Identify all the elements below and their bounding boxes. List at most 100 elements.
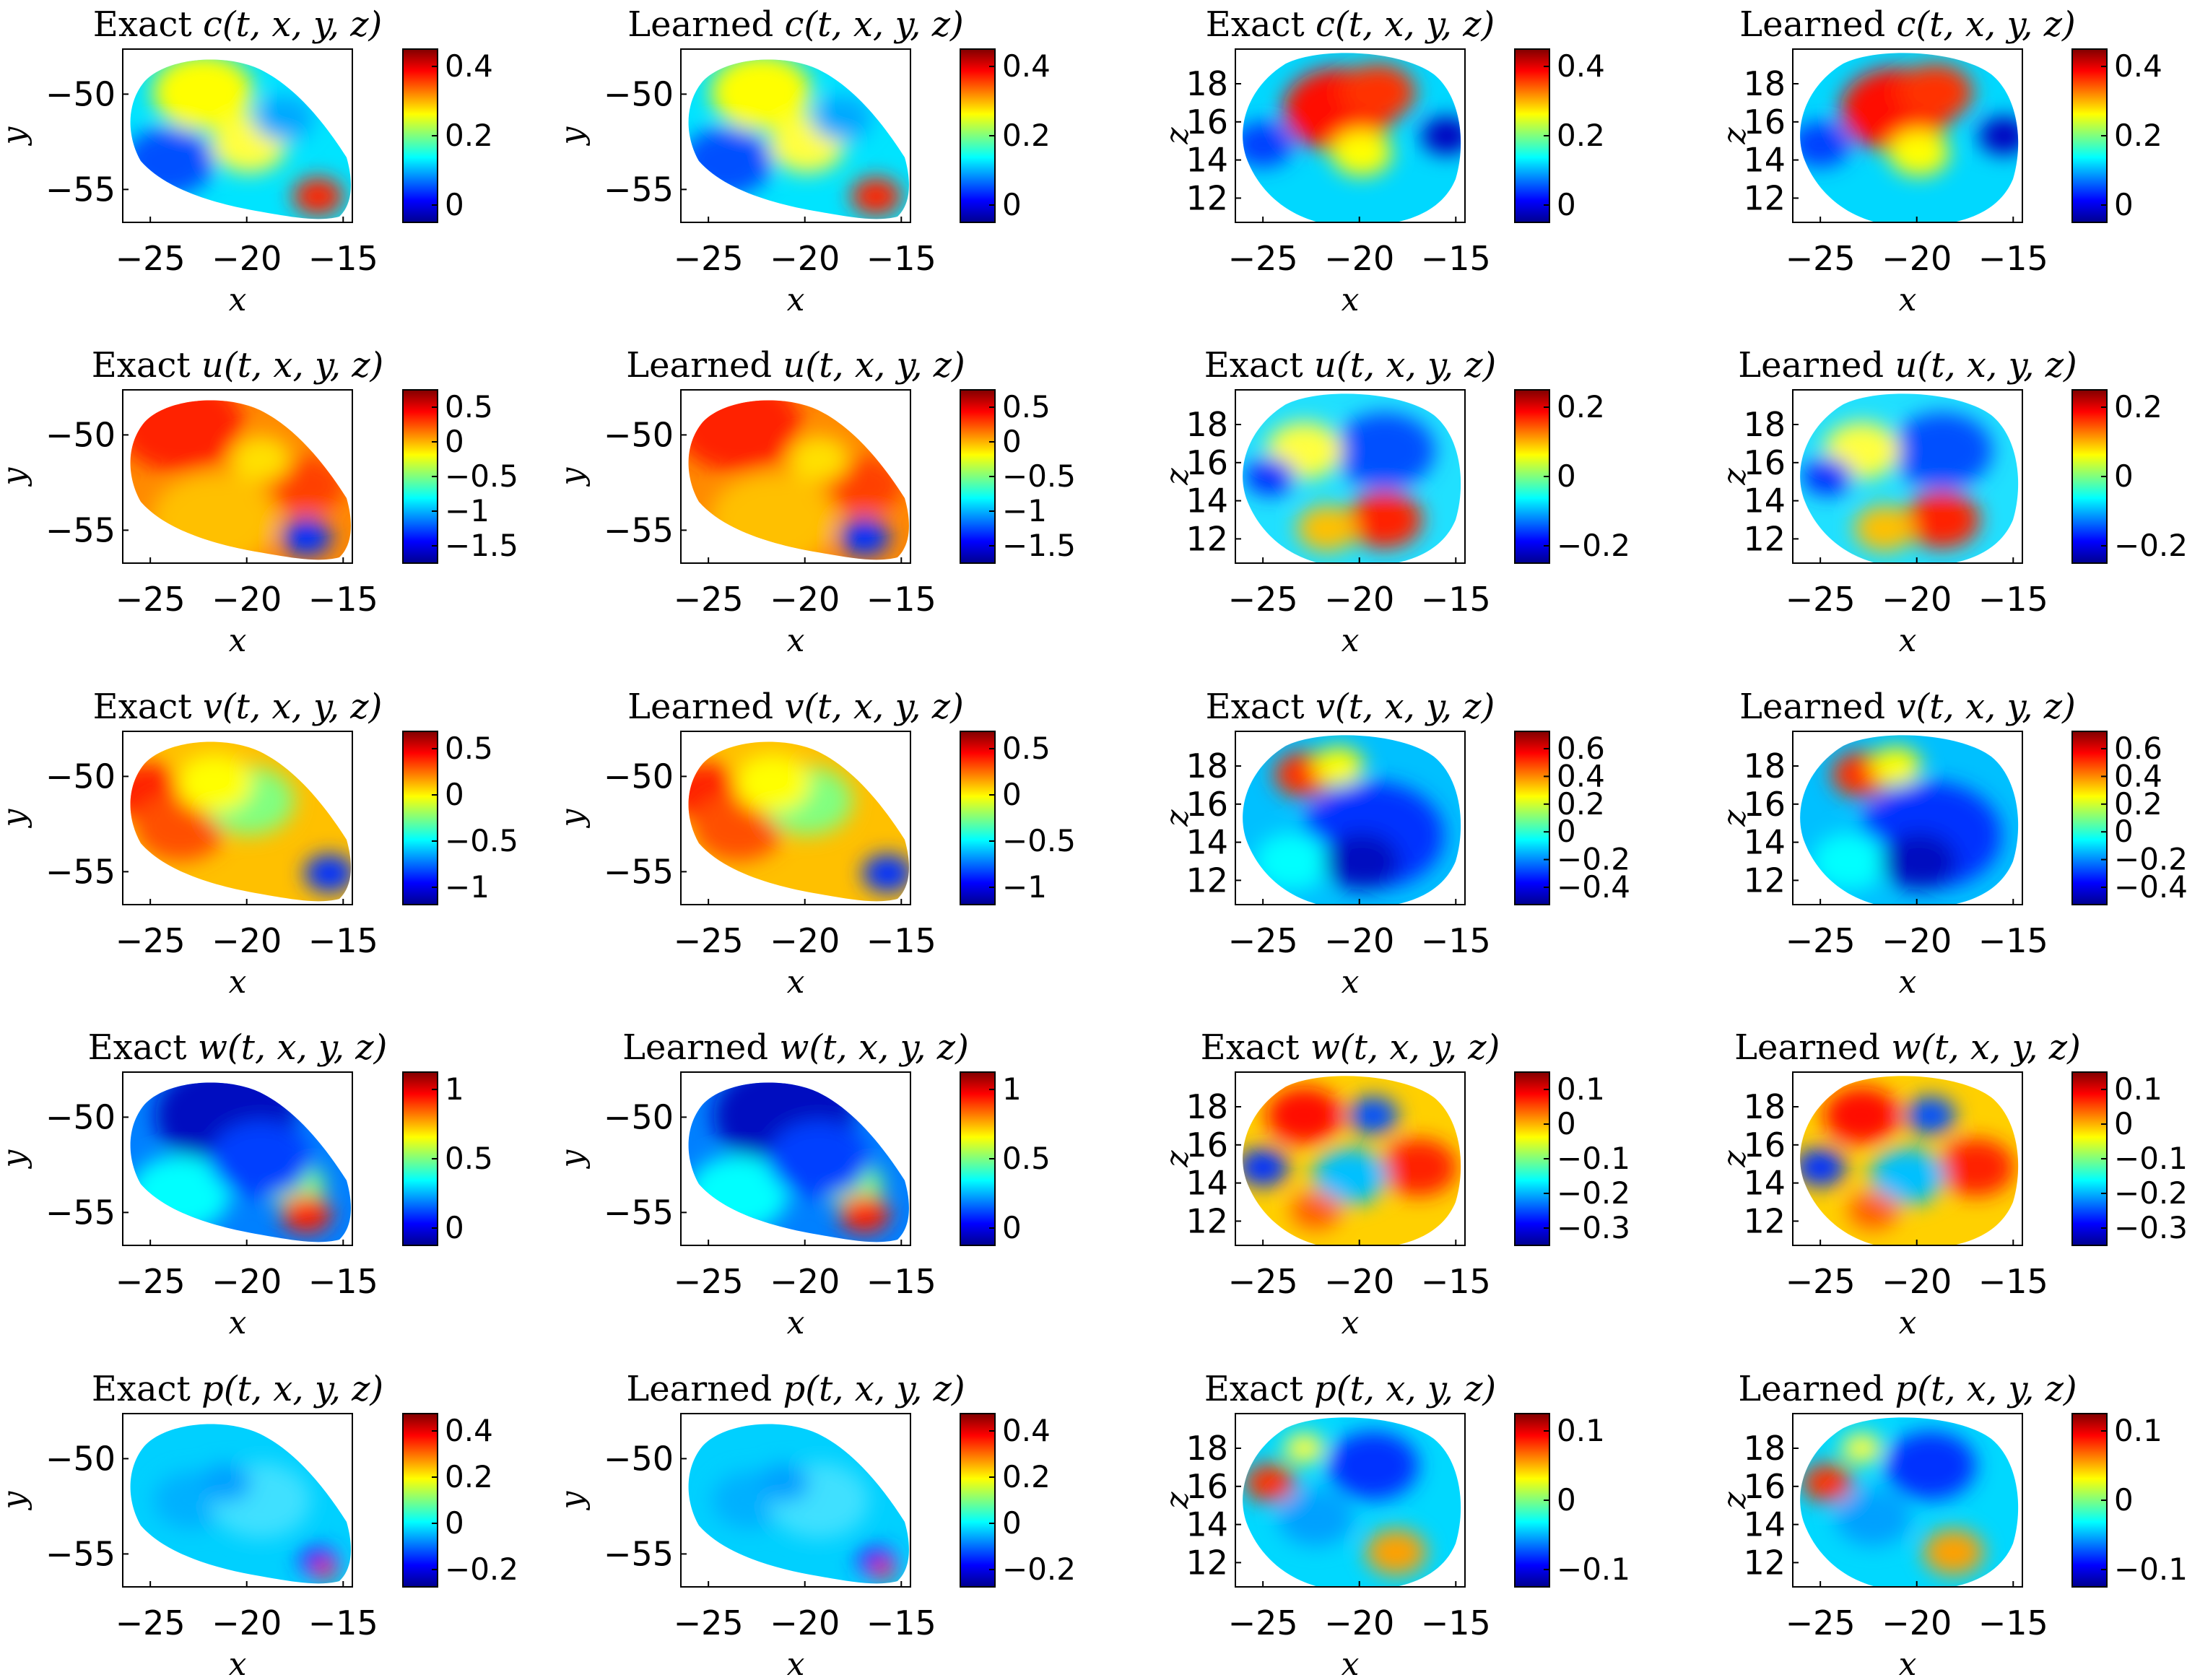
- heat-patch: [1800, 1148, 1846, 1187]
- y-tick-label: 18: [1743, 1429, 1786, 1468]
- heat-patch: [152, 59, 254, 131]
- y-tick-label: −50: [604, 415, 674, 454]
- heat-patch: [1381, 1139, 1457, 1196]
- colorbar-tick-label: −0.3: [2114, 1210, 2187, 1245]
- axes-box: [1235, 48, 1466, 223]
- panel-title: Learned v(t, x, y, z): [627, 687, 964, 727]
- y-tick-label: 16: [1186, 785, 1228, 824]
- panel-title: Learned c(t, x, y, z): [1739, 4, 2075, 45]
- heatmap-field: [1800, 393, 2019, 563]
- title-function: c(t, x, y, z): [203, 4, 382, 45]
- axes-box: [1235, 1413, 1466, 1588]
- x-tick-label: −25: [674, 580, 744, 619]
- heat-patch: [1881, 832, 1957, 890]
- y-tick-label: 16: [1186, 103, 1228, 142]
- y-tick-label: 12: [1743, 519, 1786, 558]
- y-axis-label: y: [554, 466, 591, 487]
- panel-title: Learned w(t, x, y, z): [622, 1027, 969, 1068]
- heat-patch: [1800, 121, 1851, 167]
- heat-patch: [1284, 1432, 1325, 1464]
- title-function: c(t, x, y, z): [1896, 4, 2075, 45]
- x-axis-label: x: [229, 282, 247, 318]
- x-tick-label: −15: [866, 239, 936, 278]
- x-axis-label: x: [1899, 282, 1917, 318]
- heat-patch: [788, 436, 849, 482]
- y-tick-label: 14: [1186, 823, 1228, 862]
- y-tick-label: 18: [1743, 747, 1786, 785]
- panel-r3-c2: Learned v(t, x, y, z) −25 −20 −15 x −50 −55 y 0.…: [554, 687, 1076, 1001]
- colorbar-tick-label: 0.4: [445, 1413, 493, 1448]
- panel-r1-c1: Exact c(t, x, y, z) −25 −20 −15 x −50 −55 y 0.4 0…: [0, 4, 493, 318]
- x-tick-label: −15: [1421, 580, 1491, 619]
- heat-patch: [1323, 832, 1400, 890]
- colorbar-tick-label: 0.1: [1557, 1071, 1605, 1107]
- heat-patch: [1871, 747, 1922, 785]
- y-tick-label: 12: [1743, 1201, 1786, 1240]
- heat-patch: [1244, 1463, 1295, 1502]
- x-tick-label: −20: [770, 1262, 840, 1301]
- title-function: c(t, x, y, z): [784, 4, 963, 45]
- y-tick-label: 16: [1743, 103, 1786, 142]
- x-tick-label: −20: [212, 239, 282, 278]
- colorbar-tick-label: −1: [1002, 493, 1047, 528]
- panel-title: Exact p(t, x, y, z): [92, 1369, 383, 1409]
- axes-box: [1792, 389, 2023, 564]
- heat-patch: [734, 754, 811, 812]
- y-tick-label: 16: [1186, 443, 1228, 482]
- heat-patch: [851, 177, 902, 216]
- title-function: w(t, x, y, z): [1310, 1027, 1500, 1068]
- colorbar-tick-label: 0: [1557, 1482, 1576, 1518]
- x-tick-label: −15: [1421, 1603, 1491, 1642]
- x-tick-label: −15: [1978, 921, 2048, 960]
- colorbar-tick-label: −0.1: [1557, 1551, 1630, 1587]
- y-axis-label: z: [1159, 809, 1196, 827]
- heat-patch: [1327, 1431, 1419, 1500]
- x-tick-label: −15: [308, 1603, 378, 1642]
- x-tick-label: −25: [674, 1262, 744, 1301]
- heat-patch: [1923, 1529, 1984, 1575]
- y-tick-label: 14: [1186, 482, 1228, 521]
- x-tick-label: −20: [1324, 921, 1394, 960]
- heat-patch: [230, 436, 291, 482]
- y-axis-label: z: [1716, 127, 1753, 145]
- heatmap-field: [688, 741, 909, 902]
- y-axis-label: y: [0, 466, 32, 487]
- x-tick-label: −20: [212, 1603, 282, 1642]
- title-prefix: Exact: [92, 1369, 201, 1409]
- title-prefix: Exact: [88, 1027, 198, 1068]
- title-prefix: Exact: [1201, 1027, 1310, 1068]
- heat-patch: [1904, 491, 1981, 549]
- colorbar-tick-label: 0: [445, 1210, 464, 1245]
- axes-box: [1235, 731, 1466, 905]
- y-tick-label: 16: [1186, 1126, 1228, 1165]
- title-prefix: Exact: [1204, 1369, 1314, 1409]
- heat-patch: [811, 95, 872, 142]
- heatmap-field: [1243, 1417, 1461, 1587]
- colorbar-tick-label: 0.1: [2114, 1071, 2162, 1107]
- y-tick-label: 14: [1743, 823, 1786, 862]
- heatmap-field: [1800, 1076, 2019, 1245]
- colorbar-tick-label: −0.3: [1557, 1210, 1630, 1245]
- colorbar-tick-label: 0.5: [445, 1141, 493, 1176]
- colorbar-tick-label: 0.2: [1557, 389, 1605, 425]
- colorbar-tick-label: 0.6: [1557, 731, 1605, 766]
- title-prefix: Learned: [1739, 687, 1896, 727]
- x-tick-label: −15: [1978, 580, 2048, 619]
- colorbar-tick-label: 0.5: [1002, 1141, 1051, 1176]
- colorbar-tick-label: 0: [1002, 1210, 1022, 1245]
- colorbar-tick-label: 0.6: [2114, 731, 2162, 766]
- x-tick-label: −25: [1228, 1262, 1298, 1301]
- x-tick-label: −20: [1882, 580, 1952, 619]
- y-tick-label: 18: [1186, 64, 1228, 103]
- y-tick-label: 14: [1743, 141, 1786, 180]
- axes-box: [680, 1071, 911, 1246]
- x-tick-label: −25: [1228, 239, 1298, 278]
- y-axis-label: y: [554, 1149, 591, 1169]
- heat-patch: [1243, 121, 1294, 167]
- x-tick-label: −15: [1978, 1603, 2048, 1642]
- axes-box: [122, 48, 353, 223]
- colorbar-tick-label: −0.5: [1002, 823, 1076, 858]
- heat-patch: [1978, 116, 2019, 155]
- colorbar-tick-label: 0.4: [2114, 758, 2162, 793]
- heat-patch: [1347, 1096, 1399, 1135]
